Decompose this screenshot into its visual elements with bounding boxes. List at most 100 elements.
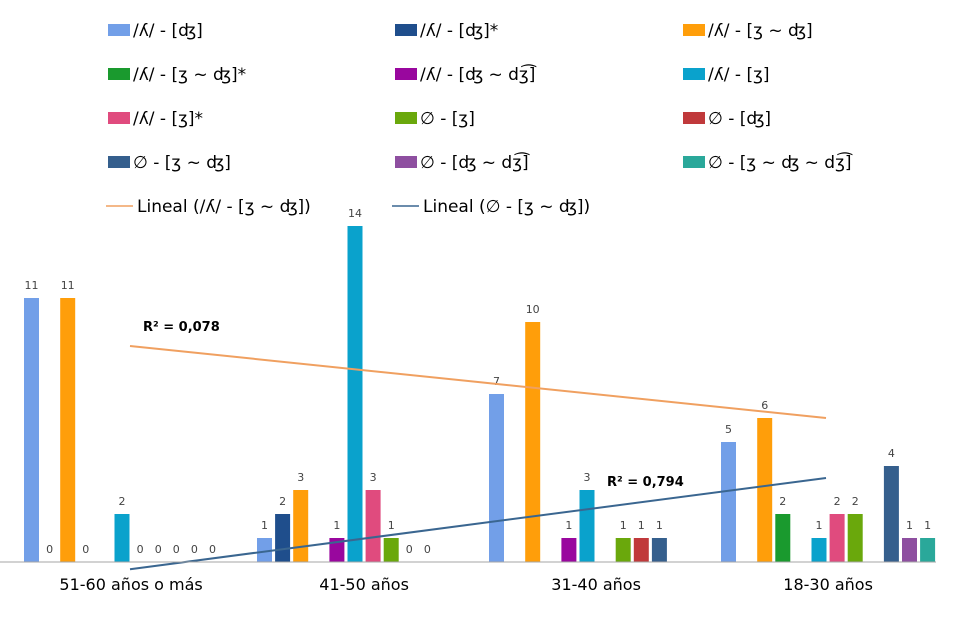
value-label-0-5: 2 bbox=[119, 495, 126, 508]
legend-swatch-6 bbox=[108, 112, 130, 124]
value-label-2-9: 1 bbox=[656, 519, 663, 532]
value-label-1-0: 1 bbox=[261, 519, 268, 532]
legend-label-7: ∅ - [ʒ] bbox=[420, 109, 475, 129]
bar-0-2 bbox=[60, 298, 76, 562]
legend-label-1: /ʎ/ - [ʤ]* bbox=[420, 21, 498, 41]
value-label-3-6: 2 bbox=[834, 495, 841, 508]
legend-label-11: ∅ - [ʒ ~ ʤ ~ dʒ͡] bbox=[708, 150, 853, 173]
bar-3-10 bbox=[902, 538, 917, 562]
legend-swatch-8 bbox=[683, 112, 705, 124]
legend-swatch-7 bbox=[395, 112, 417, 124]
bar-2-0 bbox=[489, 394, 504, 562]
value-label-3-0: 5 bbox=[725, 423, 732, 436]
value-label-0-0: 11 bbox=[25, 279, 39, 292]
legend: /ʎ/ - [ʤ] /ʎ/ - [ʤ]* /ʎ/ - [ʒ ~ ʤ] /ʎ/ - [ʒ… bbox=[106, 21, 853, 217]
r2-label-1: R² = 0,794 bbox=[607, 475, 684, 490]
bar-2-7 bbox=[615, 538, 631, 562]
legend-swatch-9 bbox=[108, 156, 130, 168]
legend-swatch-10 bbox=[395, 156, 417, 168]
value-label-3-9: 4 bbox=[888, 447, 895, 460]
bar-3-11 bbox=[920, 538, 936, 562]
value-label-1-1: 2 bbox=[279, 495, 286, 508]
legend-trend-label-1: Lineal (∅ - [ʒ ~ ʤ]) bbox=[423, 197, 590, 217]
bar-3-3 bbox=[775, 514, 791, 562]
legend-swatch-5 bbox=[683, 68, 705, 80]
value-label-2-2: 10 bbox=[526, 303, 540, 316]
bar-2-2 bbox=[525, 322, 541, 562]
bar-2-8 bbox=[633, 538, 649, 562]
value-label-2-4: 1 bbox=[565, 519, 572, 532]
value-label-2-5: 3 bbox=[584, 471, 591, 484]
legend-label-8: ∅ - [ʤ] bbox=[708, 109, 771, 129]
value-label-3-3: 2 bbox=[779, 495, 786, 508]
bar-3-7 bbox=[847, 514, 863, 562]
bar-3-6 bbox=[829, 514, 845, 562]
bar-2-4 bbox=[561, 538, 577, 562]
bar-2-9 bbox=[651, 538, 667, 562]
legend-swatch-0 bbox=[108, 24, 130, 36]
value-label-3-5: 1 bbox=[816, 519, 823, 532]
bars-layer bbox=[24, 226, 936, 562]
legend-swatch-3 bbox=[108, 68, 130, 80]
value-label-0-8: 0 bbox=[173, 543, 180, 556]
value-label-2-0: 7 bbox=[493, 375, 500, 388]
trendlines-layer: R² = 0,078 R² = 0,794 bbox=[129, 320, 827, 571]
legend-label-6: /ʎ/ - [ʒ]* bbox=[133, 109, 203, 129]
value-label-3-7: 2 bbox=[852, 495, 859, 508]
bar-3-9 bbox=[883, 466, 899, 562]
value-label-1-9: 0 bbox=[424, 543, 431, 556]
value-label-3-10: 1 bbox=[906, 519, 913, 532]
category-label-3: 18-30 años bbox=[783, 575, 873, 594]
r2-label-0: R² = 0,078 bbox=[143, 320, 220, 335]
legend-swatch-2 bbox=[683, 24, 705, 36]
legend-label-9: ∅ - [ʒ ~ ʤ] bbox=[133, 153, 231, 173]
legend-label-0: /ʎ/ - [ʤ] bbox=[133, 21, 203, 41]
category-label-1: 41-50 años bbox=[319, 575, 409, 594]
value-label-1-8: 0 bbox=[406, 543, 413, 556]
value-label-1-7: 1 bbox=[388, 519, 395, 532]
bar-1-5 bbox=[347, 226, 363, 562]
legend-trend-label-0: Lineal (/ʎ/ - [ʒ ~ ʤ]) bbox=[137, 197, 311, 217]
legend-swatch-1 bbox=[395, 24, 417, 36]
value-label-0-2: 11 bbox=[61, 279, 75, 292]
bar-3-0 bbox=[721, 442, 736, 562]
value-label-0-10: 0 bbox=[209, 543, 216, 556]
value-label-0-3: 0 bbox=[82, 543, 89, 556]
legend-label-10: ∅ - [ʤ ~ dʒ͡] bbox=[420, 150, 530, 173]
legend-label-5: /ʎ/ - [ʒ] bbox=[708, 65, 770, 85]
value-label-0-9: 0 bbox=[191, 543, 198, 556]
bar-3-5 bbox=[811, 538, 827, 562]
legend-label-2: /ʎ/ - [ʒ ~ ʤ] bbox=[708, 21, 813, 41]
category-labels-layer: 51-60 años o más 41-50 años 31-40 años 18-3… bbox=[59, 575, 873, 594]
bar-1-2 bbox=[293, 490, 309, 562]
bar-1-7 bbox=[383, 538, 399, 562]
value-label-1-4: 1 bbox=[333, 519, 340, 532]
value-label-1-5: 14 bbox=[348, 207, 362, 220]
bar-0-0 bbox=[24, 298, 39, 562]
category-label-0: 51-60 años o más bbox=[59, 575, 202, 594]
bar-0-5 bbox=[114, 514, 130, 562]
value-label-1-6: 3 bbox=[370, 471, 377, 484]
value-label-0-7: 0 bbox=[155, 543, 162, 556]
legend-label-3: /ʎ/ - [ʒ ~ ʤ]* bbox=[133, 65, 246, 85]
value-label-2-7: 1 bbox=[620, 519, 627, 532]
value-label-0-6: 0 bbox=[137, 543, 144, 556]
bar-1-1 bbox=[275, 514, 291, 562]
legend-swatch-11 bbox=[683, 156, 705, 168]
trendline-1 bbox=[129, 477, 827, 571]
value-label-0-1: 0 bbox=[46, 543, 53, 556]
value-label-1-2: 3 bbox=[297, 471, 304, 484]
value-label-3-11: 1 bbox=[924, 519, 931, 532]
value-label-3-2: 6 bbox=[761, 399, 768, 412]
category-label-2: 31-40 años bbox=[551, 575, 641, 594]
value-label-2-8: 1 bbox=[638, 519, 645, 532]
bar-1-4 bbox=[329, 538, 345, 562]
trendline-0 bbox=[129, 345, 827, 419]
bar-3-2 bbox=[757, 418, 773, 562]
legend-label-4: /ʎ/ - [ʤ ~ dʒ͡] bbox=[420, 62, 537, 85]
bar-2-5 bbox=[579, 490, 595, 562]
bar-1-6 bbox=[365, 490, 381, 562]
legend-swatch-4 bbox=[395, 68, 417, 80]
